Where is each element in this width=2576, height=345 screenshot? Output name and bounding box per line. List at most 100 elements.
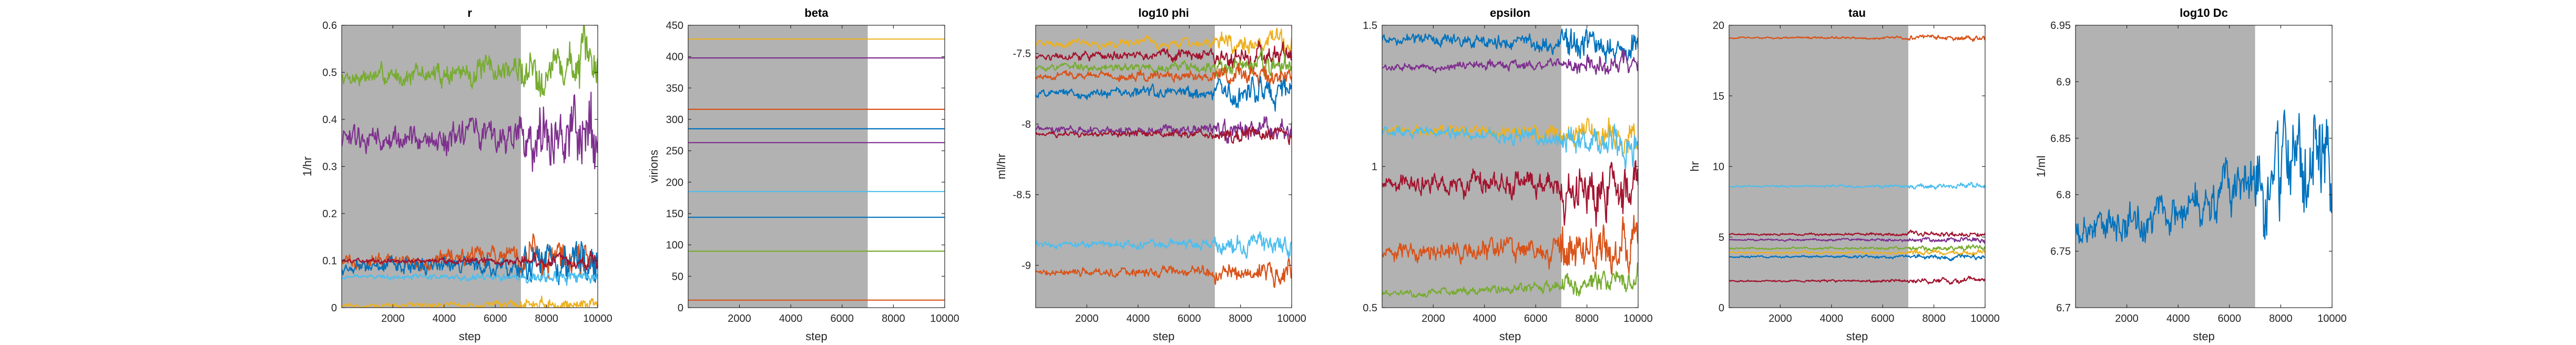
x-tick-label: 6000 [1524,313,1548,324]
y-tick-label: 0.2 [322,208,337,220]
series-line [1729,249,1985,257]
series-line [1382,124,1638,171]
y-tick-label: 0 [678,302,683,314]
y-tick-label: 1.5 [1363,20,1377,32]
series-line [1036,258,1292,288]
series-line [342,25,598,97]
series-group [1382,28,1638,298]
chart-title: log10 phi [1138,6,1189,19]
y-tick-label: 6.7 [2056,302,2071,314]
x-tick-label: 2000 [728,313,751,324]
series-line [1729,181,1985,190]
series-line [1729,244,1985,252]
x-tick-label: 10000 [2317,313,2347,324]
y-tick-label: 6.95 [2050,20,2071,32]
x-tick-label: 8000 [535,313,558,324]
y-tick-label: 6.9 [2056,76,2071,88]
series-line [1729,229,1985,237]
y-tick-label: 250 [666,146,683,157]
x-tick-label: 10000 [1970,313,2000,324]
series-line [1382,160,1638,227]
y-tick-label: 10 [1713,161,1724,173]
series-line [1382,28,1638,64]
y-tick-label: -8.5 [1013,189,1031,201]
x-axis-label: step [1499,330,1521,343]
chart-title: tau [1848,6,1866,19]
x-axis-label: step [1153,330,1175,343]
y-axis-label: hr [1688,161,1701,172]
y-tick-label: 5 [1719,232,1724,243]
y-axis-label: 1/ml [2035,156,2048,178]
y-tick-label: 0 [331,302,337,314]
x-axis-label: step [1846,330,1868,343]
x-tick-label: 2000 [381,313,405,324]
x-tick-label: 8000 [1229,313,1252,324]
chart-title: beta [804,6,829,19]
x-tick-label: 4000 [1127,313,1150,324]
chart-title: r [467,6,472,19]
series-line [1382,262,1638,298]
series-line [342,296,598,308]
x-axis-label: step [459,330,481,343]
series-line [342,250,598,270]
y-tick-label: 6.75 [2050,246,2071,258]
chart-panel: 2000 4000 6000 8000 10000 0 50 100 150 200 250 300 3… [647,6,959,343]
x-axis-label: step [805,330,827,343]
chart-panel: 2000 4000 6000 8000 10000 -9 -8.5 -8 -7.5 log10 p… [995,6,1306,343]
x-tick-label: 6000 [2218,313,2242,324]
series-line [1729,276,1985,285]
y-tick-label: 50 [672,271,683,282]
x-tick-label: 8000 [2269,313,2293,324]
x-tick-label: 6000 [831,313,854,324]
series-group [2076,109,2332,244]
axes-box [1035,25,1292,308]
series-line [1036,47,1292,79]
y-tick-label: 0.5 [1363,302,1377,314]
y-tick-label: 0.3 [322,161,337,173]
y-axis-label: virions [647,150,660,184]
x-tick-label: 2000 [1075,313,1099,324]
x-tick-label: 4000 [1820,313,1844,324]
series-group [688,38,945,301]
y-axis-label: ml/hr [995,154,1008,179]
burn-in-region [688,25,868,308]
x-tick-label: 2000 [2115,313,2139,324]
x-tick-label: 6000 [484,313,507,324]
y-tick-label: 300 [666,114,683,126]
axes-box [2075,25,2333,308]
y-tick-label: 0.5 [322,67,337,79]
series-line [1729,254,1985,261]
series-line [1036,76,1292,112]
y-tick-label: -7.5 [1013,48,1031,60]
x-tick-label: 4000 [779,313,803,324]
chart-title: epsilon [1490,6,1530,19]
y-tick-label: 15 [1713,90,1724,102]
burn-in-region [2076,25,2255,308]
x-tick-label: 6000 [1871,313,1895,324]
x-tick-label: 8000 [1575,313,1599,324]
x-axis-label: step [2193,330,2215,343]
burn-in-region [1729,25,1908,308]
series-group [1729,34,1985,285]
y-tick-label: 1 [1372,161,1377,173]
series-line [1036,27,1292,58]
series-line [2076,109,2332,244]
y-tick-label: 0.4 [322,114,337,126]
series-line [1729,34,1985,42]
x-tick-label: 10000 [930,313,959,324]
series-line [1382,49,1638,75]
y-tick-label: 150 [666,208,683,220]
x-tick-label: 10000 [583,313,612,324]
series-line [342,92,598,172]
y-tick-label: 350 [666,83,683,94]
y-tick-label: 200 [666,177,683,188]
y-tick-label: 0.1 [322,256,337,267]
x-tick-label: 4000 [2166,313,2190,324]
series-line [1036,63,1292,88]
series-group [342,25,598,308]
y-tick-label: 6.8 [2056,189,2071,201]
y-tick-label: 400 [666,52,683,63]
series-line [1382,215,1638,275]
x-tick-label: 6000 [1178,313,1201,324]
x-tick-label: 4000 [433,313,456,324]
